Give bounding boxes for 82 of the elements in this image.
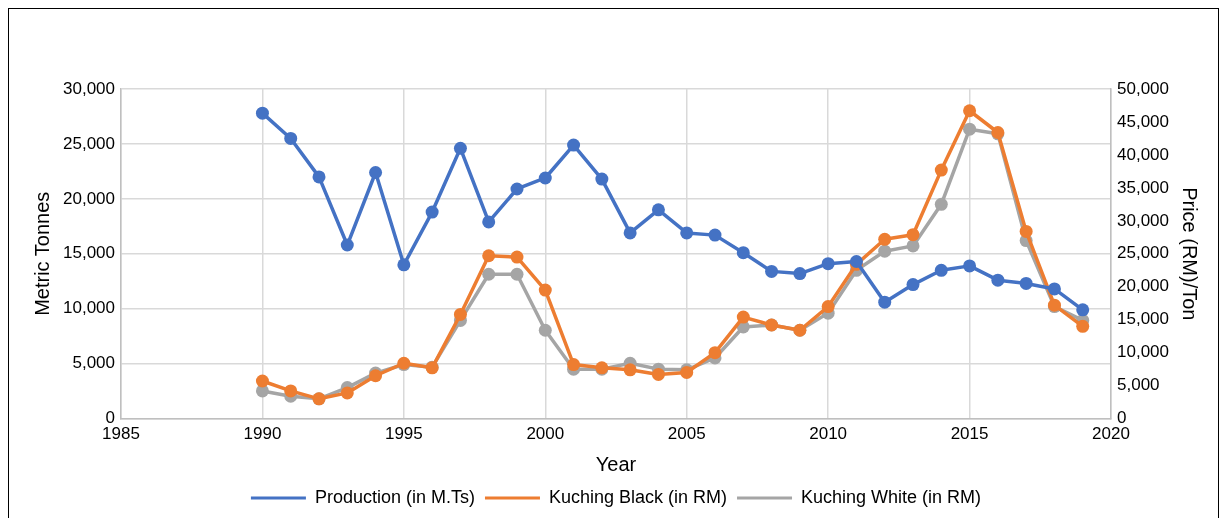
point (906, 228, 920, 242)
point (567, 138, 581, 152)
point (1076, 303, 1090, 317)
x-tick-label: 2010 (809, 424, 848, 444)
point (312, 170, 326, 184)
point (284, 384, 298, 398)
point (1019, 224, 1033, 238)
legend-label: Kuching White (in RM) (801, 486, 982, 507)
point (538, 171, 552, 185)
y2-tick-label: 40,000 (1117, 144, 1169, 164)
point (510, 250, 524, 264)
point (595, 172, 609, 186)
y-tick-label: 25,000 (63, 133, 115, 153)
y-axis-title: Metric Tonnes (30, 191, 53, 316)
point (1047, 282, 1061, 296)
x-axis-title: Year (595, 452, 637, 475)
point (708, 346, 722, 360)
point (1019, 276, 1033, 290)
x-tick-label: 2000 (526, 424, 565, 444)
point (878, 232, 892, 246)
point (934, 163, 948, 177)
y-tick-label: 30,000 (63, 78, 115, 98)
point (255, 374, 269, 388)
y-tick-label: 20,000 (63, 188, 115, 208)
point (397, 258, 411, 272)
legend-label: Production (in M.Ts) (314, 486, 475, 507)
point (821, 257, 835, 271)
point (510, 267, 524, 281)
x-tick-label: 2005 (667, 424, 706, 444)
y-tick-label: 5,000 (72, 353, 115, 373)
point (765, 264, 779, 278)
point (934, 263, 948, 277)
point (538, 323, 552, 337)
point (963, 122, 977, 136)
point (708, 228, 722, 242)
y2-tick-label: 25,000 (1117, 243, 1169, 263)
y2-tick-label: 10,000 (1117, 342, 1169, 362)
point (991, 273, 1005, 287)
point (963, 104, 977, 118)
point (623, 363, 637, 377)
point (878, 295, 892, 309)
legend-label: Kuching Black (in RM) (548, 486, 728, 507)
y2-tick-label: 35,000 (1117, 177, 1169, 197)
y-tick-label: 15,000 (63, 243, 115, 263)
point (963, 259, 977, 273)
point (623, 226, 637, 240)
point (482, 267, 496, 281)
x-tick-label: 2015 (950, 424, 989, 444)
point (369, 166, 383, 179)
point (453, 307, 467, 321)
point (736, 246, 750, 260)
point (934, 197, 948, 211)
point (821, 300, 835, 314)
point (340, 238, 354, 252)
x-tick-label: 1995 (384, 424, 423, 444)
point (453, 141, 467, 155)
x-tick-label: 1990 (243, 424, 282, 444)
point (793, 267, 807, 281)
point (567, 358, 581, 372)
point (538, 283, 552, 297)
point (482, 215, 496, 229)
y2-tick-label: 15,000 (1117, 309, 1169, 329)
point (906, 278, 920, 292)
point (510, 182, 524, 196)
y2-tick-label: 45,000 (1117, 111, 1169, 131)
point (878, 244, 892, 258)
y2-tick-label: 30,000 (1117, 210, 1169, 230)
point (255, 106, 269, 120)
point (1076, 319, 1090, 333)
point (425, 205, 439, 219)
point (736, 310, 750, 324)
y-tick-label: 10,000 (63, 298, 115, 318)
point (651, 367, 665, 381)
point (482, 249, 496, 263)
point (340, 386, 354, 400)
point (680, 226, 694, 240)
y2-tick-label: 20,000 (1117, 276, 1169, 296)
y2-tick-label: 50,000 (1117, 78, 1169, 98)
y2-tick-label: 5,000 (1117, 375, 1160, 395)
point (651, 203, 665, 217)
y2-axis-title: Price (RM)/Ton (1179, 187, 1202, 321)
point (284, 131, 298, 145)
